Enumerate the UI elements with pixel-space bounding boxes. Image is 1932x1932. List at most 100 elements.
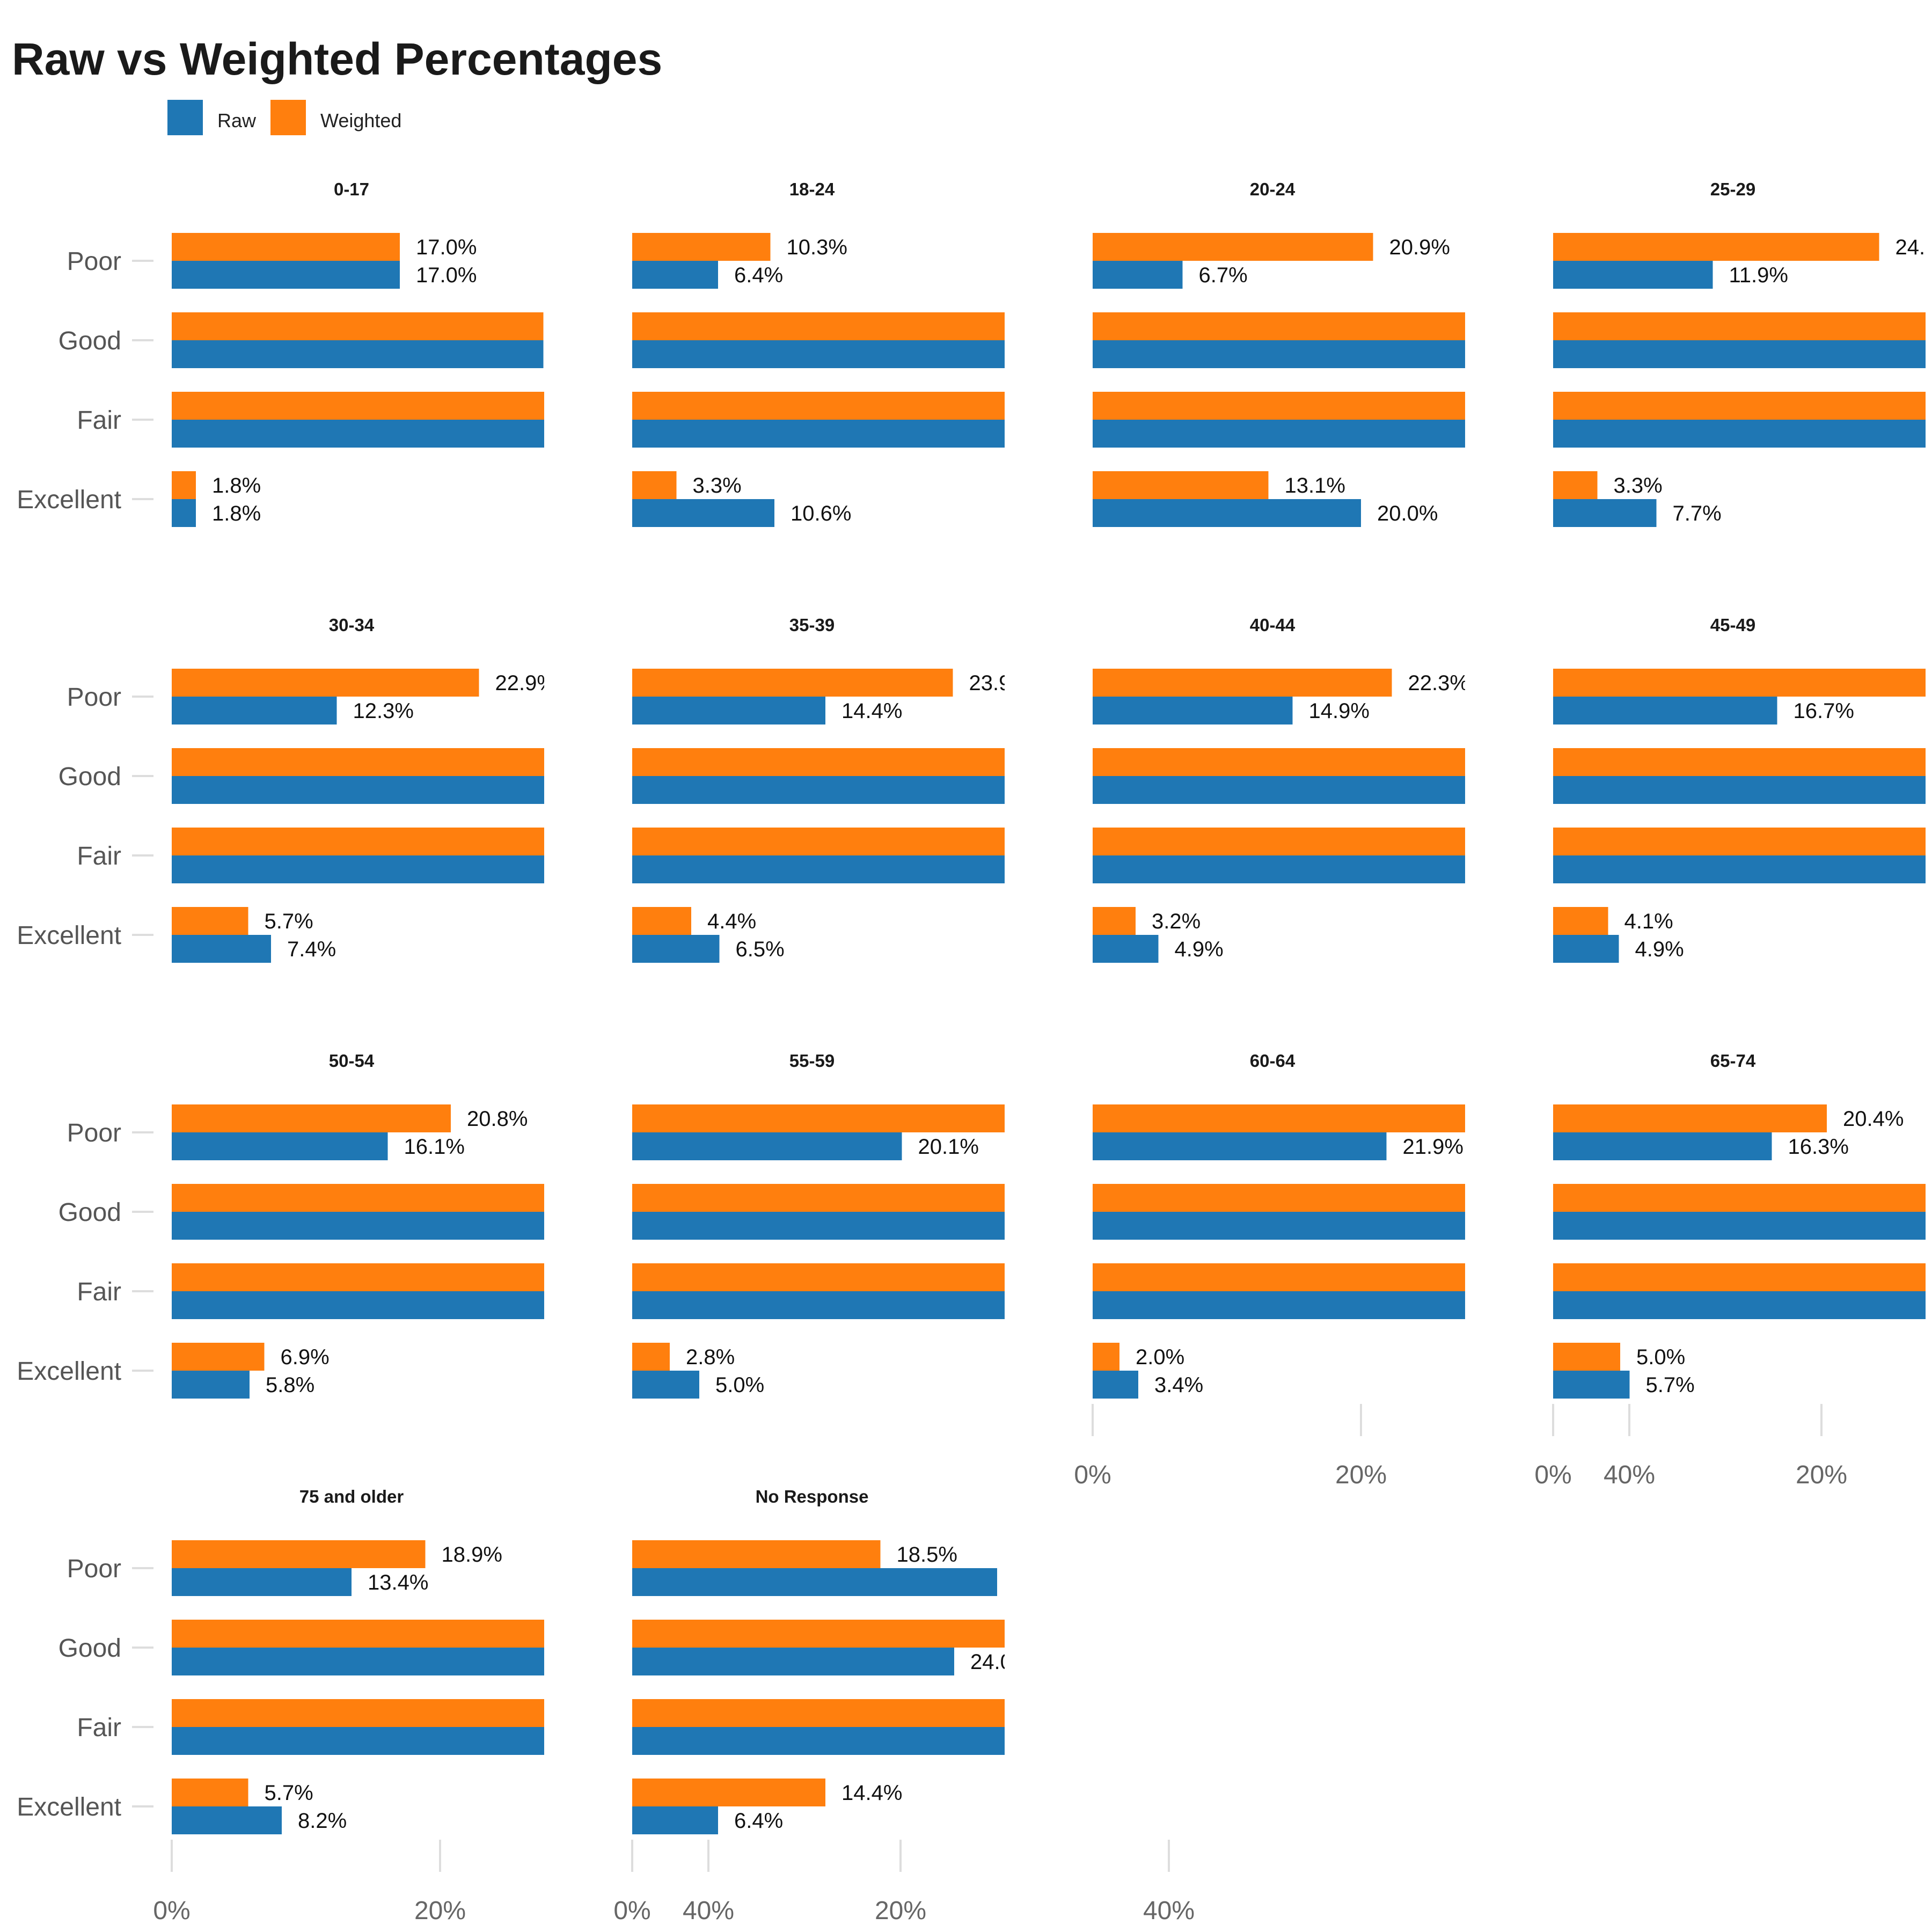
bar-raw-poor	[632, 1132, 902, 1160]
value-label-raw: 6.4%	[734, 1809, 783, 1833]
value-label-weighted: 1.8%	[212, 474, 261, 497]
bar-weighted-excellent	[172, 1343, 265, 1371]
value-label-weighted: 13.1%	[1285, 474, 1345, 497]
value-label-raw: 7.7%	[1673, 502, 1722, 525]
bar-raw-fair	[172, 420, 544, 448]
bar-weighted-poor	[632, 1104, 1005, 1132]
value-label-weighted: 14.4%	[841, 1781, 902, 1805]
value-label-raw: 3.4%	[1154, 1373, 1203, 1397]
panel-0-17: 0-1717.0%17.0%27.7%27.7%53.5%53.5%1.8%1.…	[17, 179, 544, 527]
value-label-raw: 16.7%	[1794, 699, 1854, 723]
panel-title: No Response	[756, 1487, 869, 1506]
legend-label-weighted: Weighted	[320, 109, 402, 131]
category-label: Fair	[77, 842, 121, 870]
panel-bars: 24.3%11.9%34.4%50.4%38.1%30.0%3.3%7.7%	[1553, 233, 1932, 527]
bar-weighted-good	[172, 1620, 544, 1648]
bar-raw-fair	[1553, 855, 1926, 883]
bar-weighted-poor	[172, 1104, 451, 1132]
x-tick-label: 20%	[414, 1897, 466, 1925]
bar-weighted-excellent	[1553, 907, 1608, 935]
bar-raw-excellent	[1093, 1371, 1138, 1399]
category-label: Excellent	[17, 486, 121, 514]
panel-60-64: 60-64 28.0%21.9%31.4%35.4%38.7%39.3%2.0%3…	[1074, 1051, 1655, 1489]
x-tick-label: 40%	[1604, 1461, 1655, 1489]
value-label-weighted: 3.2%	[1152, 910, 1201, 933]
panel-title: 60-64	[1250, 1051, 1296, 1071]
category-label: Fair	[77, 1714, 121, 1742]
bar-raw-fair	[1093, 855, 1465, 883]
bar-raw-good	[172, 340, 544, 368]
bar-raw-good	[1093, 1212, 1465, 1240]
value-label-raw: 10.6%	[791, 502, 851, 525]
bar-weighted-fair	[172, 828, 544, 855]
value-label-weighted: 17.0%	[416, 236, 477, 259]
value-label-raw: 12.3%	[353, 699, 414, 723]
bar-weighted-good	[1093, 312, 1465, 340]
value-label-weighted: 23.9%	[969, 671, 1030, 695]
bar-weighted-fair	[632, 828, 1005, 855]
value-label-raw: 5.8%	[266, 1373, 314, 1397]
value-label-weighted: 18.5%	[897, 1543, 957, 1567]
bar-raw-good	[632, 1648, 954, 1675]
bar-weighted-excellent	[172, 1779, 248, 1806]
value-label-raw: 17.0%	[416, 264, 477, 287]
bar-raw-good	[632, 776, 1005, 804]
x-tick-label: 40%	[683, 1897, 734, 1925]
category-label: Poor	[67, 1119, 121, 1147]
bar-weighted-poor	[632, 1540, 881, 1568]
bar-weighted-fair	[172, 1263, 544, 1291]
value-label-raw: 6.4%	[734, 264, 783, 287]
bar-raw-excellent	[632, 1371, 699, 1399]
value-label-weighted: 24.3%	[1896, 236, 1932, 259]
bar-raw-poor	[1553, 261, 1713, 289]
bar-weighted-fair	[172, 392, 544, 420]
bar-raw-excellent	[1093, 935, 1159, 963]
panel-bars: 20.9%6.7%31.3%33.3%34.8%40.0%13.1%20.0%	[1093, 233, 1465, 527]
x-tick-label: 20%	[1796, 1461, 1847, 1489]
bar-weighted-poor	[632, 233, 771, 261]
category-label: Excellent	[17, 1357, 121, 1386]
bar-raw-fair	[1093, 420, 1465, 448]
value-label-raw: 6.5%	[736, 938, 785, 961]
value-label-weighted: 22.3%	[1408, 671, 1469, 695]
panel-bars: 10.3%6.4%42.9%46.8%43.5%36.2%3.3%10.6%	[632, 233, 1005, 527]
bar-raw-good	[632, 1212, 1005, 1240]
bar-weighted-fair	[632, 392, 1005, 420]
bar-raw-excellent	[1553, 935, 1619, 963]
value-label-raw: 4.9%	[1635, 938, 1684, 961]
legend-label-raw: Raw	[217, 109, 257, 131]
value-label-weighted: 20.9%	[1389, 236, 1450, 259]
bar-weighted-good	[632, 1184, 1005, 1212]
value-label-weighted: 18.9%	[442, 1543, 502, 1567]
bar-raw-poor	[632, 261, 718, 289]
bar-raw-good	[172, 1212, 544, 1240]
value-label-weighted: 32.2%	[1080, 1622, 1141, 1646]
bar-weighted-good	[1553, 748, 1926, 776]
bar-weighted-excellent	[632, 471, 677, 499]
bar-weighted-poor	[1093, 669, 1392, 697]
bar-raw-poor	[1553, 697, 1777, 724]
value-label-raw: 16.3%	[1788, 1135, 1849, 1159]
bar-raw-good	[172, 776, 544, 804]
bar-raw-poor	[172, 1132, 388, 1160]
bar-weighted-good	[1553, 1184, 1926, 1212]
bar-weighted-good	[632, 748, 1005, 776]
value-label-raw: 5.7%	[1646, 1373, 1695, 1397]
value-label-weighted: 4.4%	[707, 910, 756, 933]
panel-40-44: 40-4422.3%14.9%33.4%39.5%41.2%40.7%3.2%4…	[1093, 615, 1469, 963]
panel-bars: 28.0%21.9%31.4%35.4%38.7%39.3%2.0%3.4%	[1093, 1104, 1465, 1399]
bar-weighted-poor	[1553, 1104, 1827, 1132]
bar-weighted-poor	[1553, 233, 1879, 261]
bar-raw-fair	[172, 855, 544, 883]
value-label-raw: 24.0%	[970, 1650, 1031, 1674]
panel-title: 0-17	[334, 179, 369, 199]
value-label-weighted: 5.0%	[1636, 1345, 1685, 1369]
bar-raw-excellent	[172, 1806, 282, 1834]
bar-weighted-excellent	[172, 471, 196, 499]
bar-raw-fair	[632, 420, 1005, 448]
panel-title: 75 and older	[299, 1487, 404, 1506]
bar-weighted-excellent	[632, 907, 691, 935]
value-label-raw: 8.2%	[298, 1809, 347, 1833]
value-label-weighted: 20.4%	[1843, 1107, 1904, 1131]
